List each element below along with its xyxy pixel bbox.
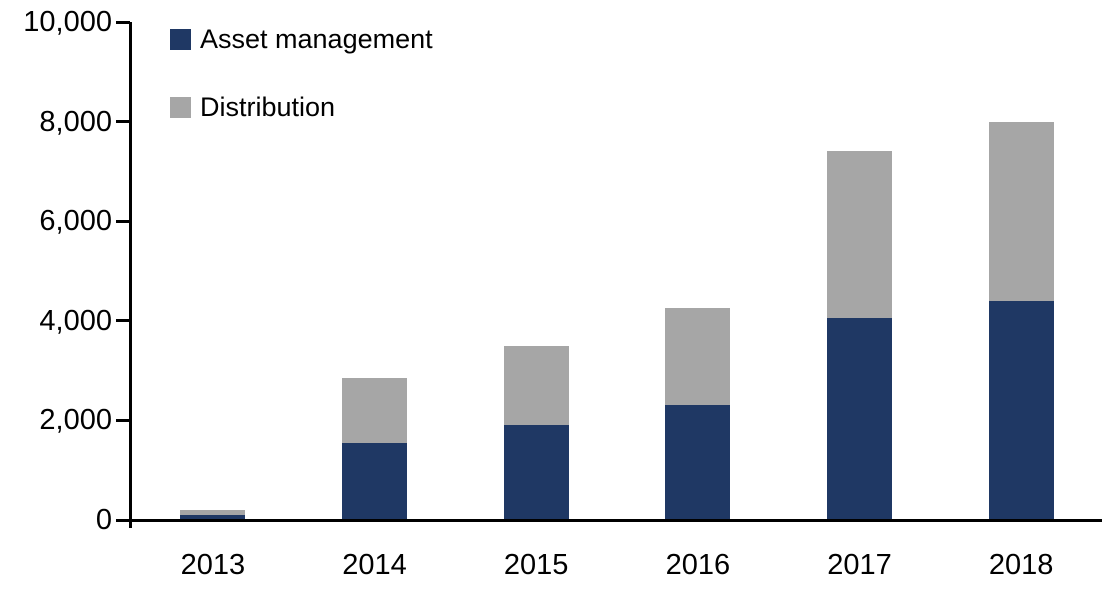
- legend-label: Distribution: [200, 92, 336, 122]
- y-tick-mark: [116, 20, 130, 24]
- x-axis-label-2015: 2015: [503, 549, 569, 581]
- x-axis-label-2018: 2018: [988, 549, 1054, 581]
- x-axis-label-2014: 2014: [342, 549, 407, 581]
- bar-segment-2014-distribution: [342, 378, 407, 443]
- y-tick-mark: [116, 120, 130, 124]
- legend-item-distribution: Distribution: [170, 92, 335, 122]
- bar-segment-2016-distribution: [665, 308, 731, 406]
- legend-swatch-asset-management: [170, 29, 191, 50]
- bar-segment-2018-distribution: [988, 121, 1054, 301]
- bar-segment-2013-asset-management: [180, 515, 246, 520]
- y-tick-label: 2,000: [39, 404, 112, 437]
- bar-segment-2018-asset-management: [988, 300, 1054, 520]
- bar-segment-2014-asset-management: [342, 442, 407, 520]
- x-axis-label-2013: 2013: [180, 549, 246, 581]
- bar-segment-2016-asset-management: [665, 405, 731, 520]
- y-tick-label: 8,000: [39, 105, 112, 138]
- y-tick-label: 4,000: [39, 304, 112, 337]
- bar-segment-2017-distribution: [827, 151, 892, 319]
- x-axis-label-2016: 2016: [665, 549, 731, 581]
- legend-swatch-distribution: [170, 97, 191, 118]
- y-tick-label: 10,000: [23, 6, 112, 38]
- y-tick-mark: [116, 319, 130, 323]
- legend-label: Asset management: [200, 24, 433, 54]
- y-tick-label: 6,000: [39, 205, 112, 238]
- y-tick-mark: [116, 518, 130, 522]
- y-tick-mark: [116, 418, 130, 422]
- y-tick-label: 0: [95, 504, 112, 536]
- bar-segment-2017-asset-management: [827, 318, 892, 520]
- bar-segment-2015-asset-management: [503, 425, 569, 520]
- legend-item-asset-management: Asset management: [170, 24, 433, 54]
- y-axis-line: [129, 22, 132, 528]
- x-axis-line: [129, 518, 1102, 522]
- y-tick-mark: [116, 219, 130, 223]
- bar-segment-2015-distribution: [503, 345, 569, 426]
- bar-segment-2013-distribution: [180, 510, 246, 515]
- x-axis-label-2017: 2017: [827, 549, 892, 581]
